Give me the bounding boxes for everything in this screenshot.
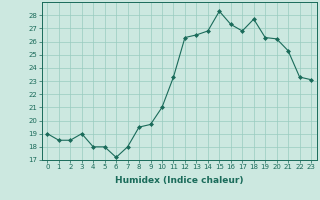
X-axis label: Humidex (Indice chaleur): Humidex (Indice chaleur) — [115, 176, 244, 185]
